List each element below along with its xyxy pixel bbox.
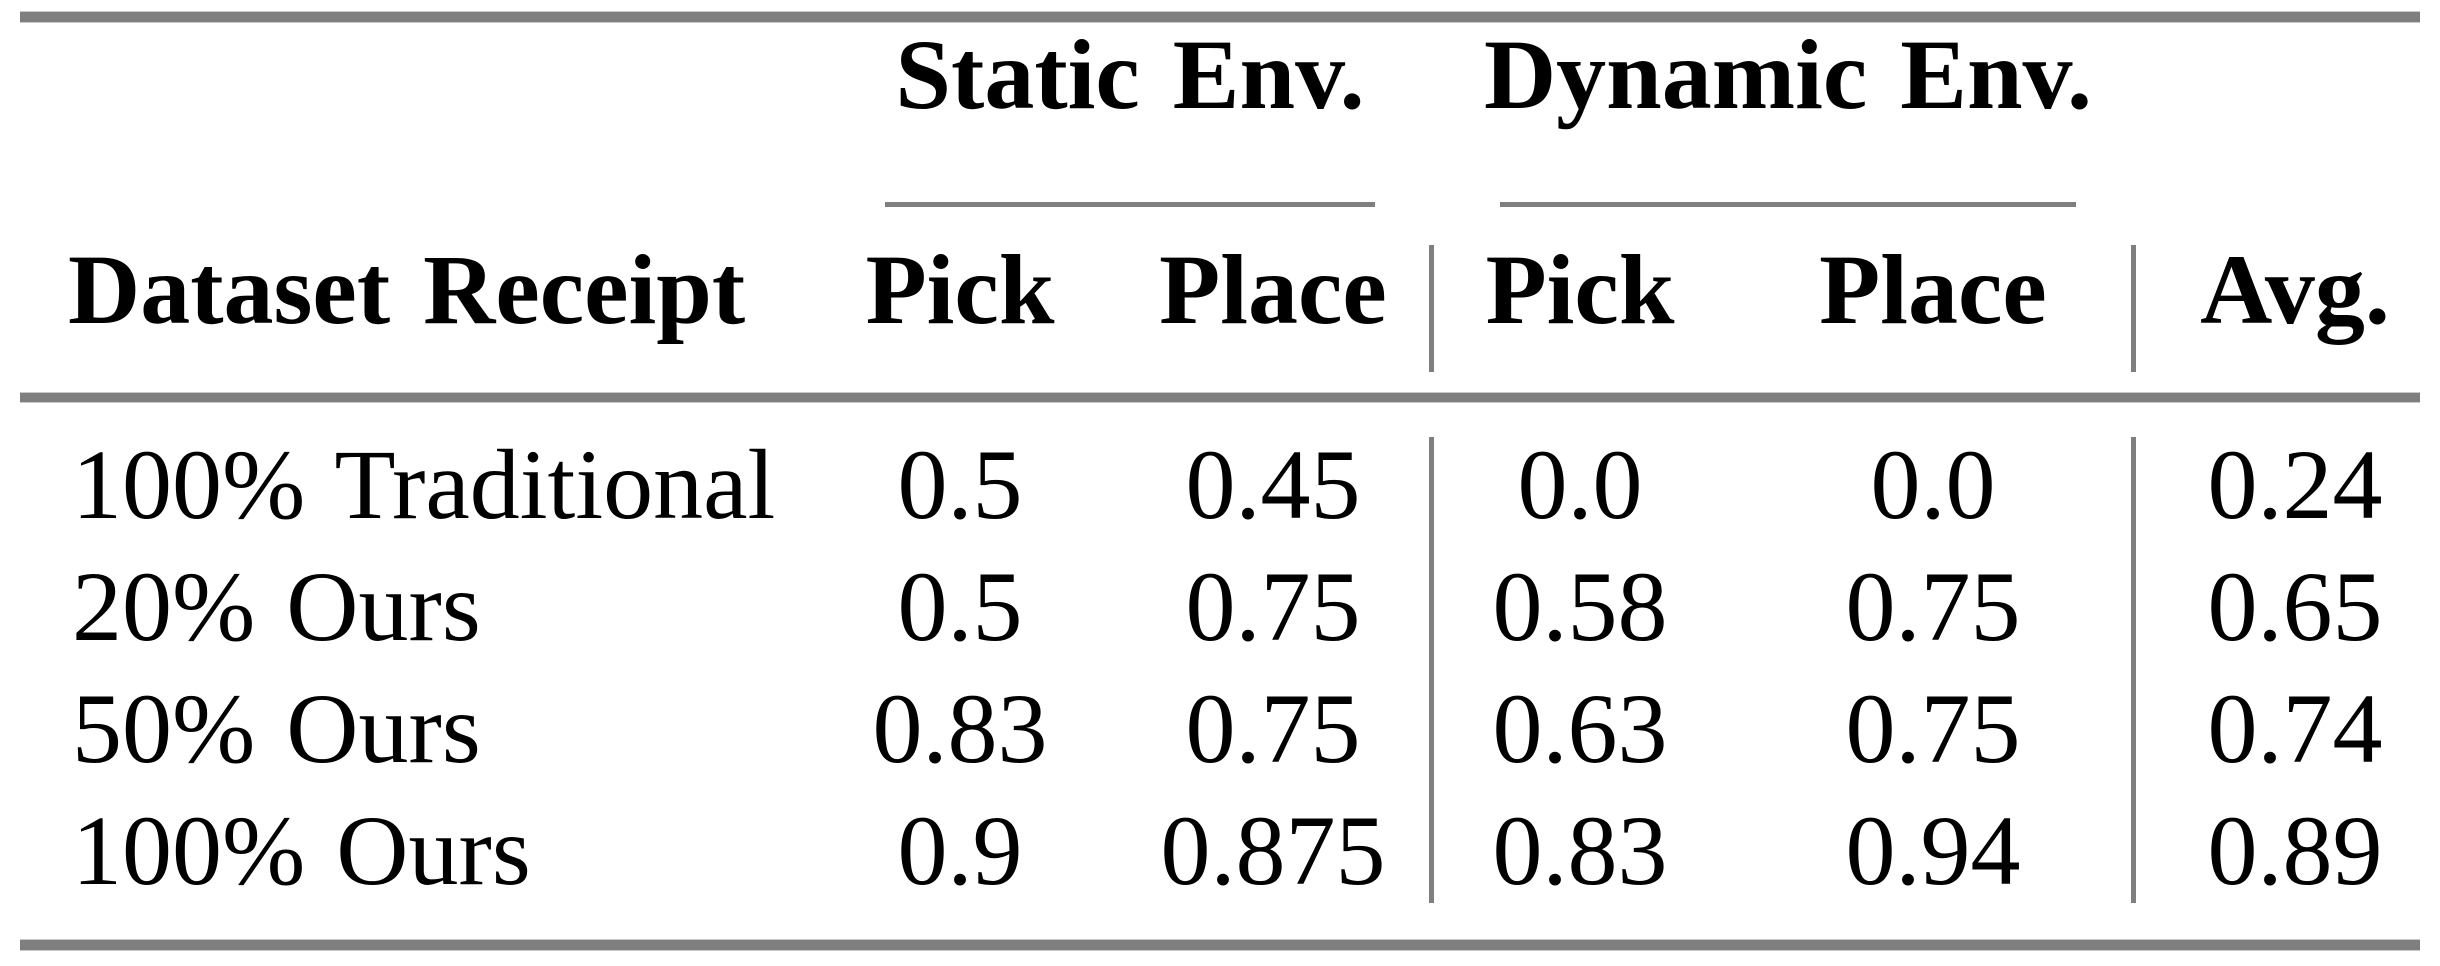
cmidrule-dynamic-env — [1500, 202, 2076, 207]
cell-static-place: 0.75 — [1185, 551, 1361, 662]
vertical-rule-1-header-segment — [1429, 245, 1434, 372]
cell-avg: 0.24 — [2207, 429, 2383, 540]
table-row: 100% Traditional 0.5 0.45 0.0 0.0 0.24 — [0, 424, 2440, 546]
col-header-dynamic-pick: Pick — [1485, 234, 1675, 345]
cell-avg: 0.74 — [2207, 673, 2383, 784]
cell-dynamic-place: 0.0 — [1870, 429, 1996, 540]
cell-dynamic-place: 0.75 — [1845, 551, 2021, 662]
vertical-rule-2-body-segment — [2131, 437, 2136, 903]
table-bottom-rule — [20, 940, 2420, 950]
cell-static-place: 0.45 — [1185, 429, 1361, 540]
group-header-static-env: Static Env. — [895, 19, 1365, 130]
vertical-rule-2-header-segment — [2131, 245, 2136, 372]
col-header-static-pick: Pick — [865, 234, 1055, 345]
group-header-dynamic-env: Dynamic Env. — [1483, 19, 2093, 130]
row-label: 100% Ours — [72, 795, 531, 906]
cell-avg: 0.89 — [2207, 795, 2383, 906]
col-header-static-place: Place — [1159, 234, 1387, 345]
row-label: 100% Traditional — [72, 429, 776, 540]
cell-static-pick: 0.5 — [897, 551, 1023, 662]
vertical-rule-1-body-segment — [1429, 437, 1434, 903]
cell-dynamic-pick: 0.83 — [1492, 795, 1668, 906]
cell-dynamic-pick: 0.58 — [1492, 551, 1668, 662]
cell-static-place: 0.875 — [1160, 795, 1386, 906]
table-top-rule — [20, 12, 2420, 22]
col-header-dynamic-place: Place — [1819, 234, 2047, 345]
col-header-avg: Avg. — [2200, 234, 2390, 345]
table-row: 20% Ours 0.5 0.75 0.58 0.75 0.65 — [0, 546, 2440, 668]
table-mid-rule — [20, 393, 2420, 402]
cell-static-pick: 0.5 — [897, 429, 1023, 540]
cell-static-pick: 0.83 — [872, 673, 1048, 784]
cmidrule-static-env — [885, 202, 1375, 207]
cell-dynamic-place: 0.75 — [1845, 673, 2021, 784]
col-header-dataset-receipt: Dataset Receipt — [68, 234, 746, 345]
row-label: 20% Ours — [72, 551, 481, 662]
table-row: 50% Ours 0.83 0.75 0.63 0.75 0.74 — [0, 668, 2440, 790]
cell-static-pick: 0.9 — [897, 795, 1023, 906]
cell-dynamic-pick: 0.63 — [1492, 673, 1668, 784]
row-label: 50% Ours — [72, 673, 481, 784]
cell-dynamic-pick: 0.0 — [1517, 429, 1643, 540]
cell-avg: 0.65 — [2207, 551, 2383, 662]
cell-dynamic-place: 0.94 — [1845, 795, 2021, 906]
cell-static-place: 0.75 — [1185, 673, 1361, 784]
table-row: 100% Ours 0.9 0.875 0.83 0.94 0.89 — [0, 790, 2440, 912]
